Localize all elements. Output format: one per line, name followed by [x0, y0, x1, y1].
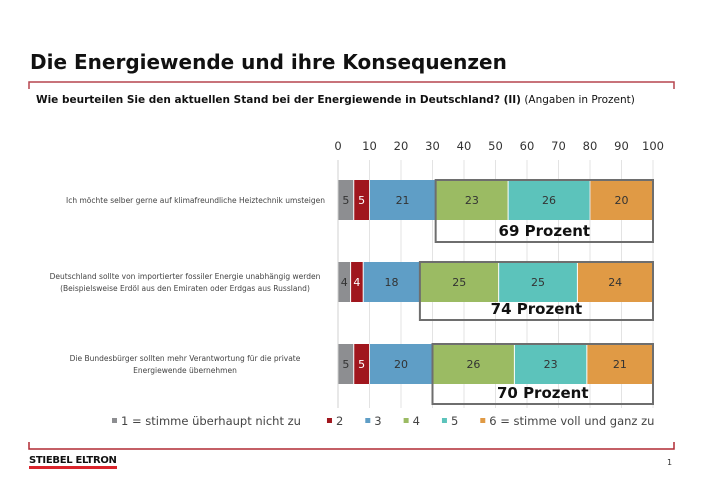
agreement-total-label: 74 Prozent — [491, 300, 583, 318]
chart-subtitle: Wie beurteilen Sie den aktuellen Stand b… — [36, 94, 635, 106]
agreement-total-label: 70 Prozent — [497, 384, 589, 402]
bar-segment-3 — [363, 262, 420, 302]
legend-swatch-5 — [441, 418, 447, 423]
agreement-box — [431, 343, 654, 405]
header-divider — [28, 81, 675, 89]
x-tick-label: 30 — [425, 139, 440, 153]
bar-segment-5 — [499, 262, 577, 302]
data-label: 20 — [394, 358, 408, 371]
category-label: Die Bundesbürger sollten mehr Verantwort… — [70, 354, 301, 363]
data-label: 5 — [342, 194, 349, 207]
bar-segment-1 — [338, 262, 351, 302]
bar-segment-4 — [436, 180, 508, 220]
x-tick-label: 90 — [614, 139, 629, 153]
bar-segment-6 — [590, 180, 653, 220]
bar-segment-6 — [587, 344, 653, 384]
data-label: 5 — [358, 194, 365, 207]
logo: STIEBEL ELTRON — [29, 455, 117, 469]
data-label: 20 — [615, 194, 629, 207]
category-label: Energiewende übernehmen — [133, 366, 237, 375]
data-label: 5 — [342, 358, 349, 371]
category-label: Deutschland sollte von importierter foss… — [50, 272, 321, 281]
legend-swatch-3 — [365, 418, 371, 423]
legend-label: 1 = stimme überhaupt nicht zu — [121, 414, 301, 428]
x-tick-label: 0 — [334, 139, 341, 153]
bar-segment-3 — [370, 180, 436, 220]
bar-segment-5 — [508, 180, 590, 220]
agreement-total-label: 69 Prozent — [499, 222, 591, 240]
bar-segment-5 — [514, 344, 587, 384]
question: Wie beurteilen Sie den aktuellen Stand b… — [36, 94, 521, 106]
data-label: 26 — [542, 194, 556, 207]
data-label: 25 — [531, 276, 545, 289]
bar-segment-1 — [338, 344, 354, 384]
x-tick-label: 20 — [394, 139, 409, 153]
bar-segment-2 — [351, 262, 363, 302]
data-label: 24 — [608, 276, 622, 289]
footer-divider — [28, 442, 675, 450]
x-tick-label: 60 — [520, 139, 535, 153]
legend-swatch-6 — [480, 418, 486, 423]
data-label: 5 — [358, 358, 365, 371]
data-label: 18 — [385, 276, 399, 289]
x-tick-label: 10 — [362, 139, 377, 153]
bar-segment-1 — [338, 180, 354, 220]
bar-segment-6 — [577, 262, 653, 302]
legend-label: 5 — [451, 414, 458, 428]
agreement-box — [418, 261, 654, 321]
data-label: 26 — [466, 358, 480, 371]
bar-segment-4 — [420, 262, 499, 302]
x-tick-label: 100 — [642, 139, 664, 153]
x-tick-label: 50 — [488, 139, 503, 153]
bar-segment-2 — [354, 344, 369, 384]
category-label: Ich möchte selber gerne auf klimafreundl… — [66, 196, 325, 205]
x-tick-label: 40 — [457, 139, 472, 153]
legend-swatch-2 — [326, 418, 332, 423]
legend-swatch-4 — [403, 418, 409, 423]
legend-label: 2 — [336, 414, 343, 428]
data-label: 21 — [613, 358, 627, 371]
legend-label: 3 — [374, 414, 381, 428]
data-label: 25 — [452, 276, 466, 289]
page-number: 1 — [667, 458, 673, 467]
category-label: (Beispielsweise Erdöl aus den Emiraten o… — [60, 284, 310, 293]
bar-segment-3 — [370, 344, 432, 384]
data-label: 23 — [544, 358, 558, 371]
bar-segment-2 — [354, 180, 369, 220]
data-label: 4 — [353, 276, 360, 289]
legend-swatch-1 — [112, 418, 117, 423]
page-title: Die Energiewende und ihre Konsequenzen — [30, 50, 507, 74]
data-label: 4 — [341, 276, 348, 289]
data-label: 21 — [396, 194, 410, 207]
legend-label: 6 = stimme voll und ganz zu — [489, 414, 654, 428]
agreement-box — [434, 179, 654, 243]
legend-label: 4 — [413, 414, 420, 428]
bar-segment-4 — [433, 344, 514, 384]
x-tick-label: 80 — [583, 139, 598, 153]
x-tick-label: 70 — [551, 139, 566, 153]
data-label: 23 — [465, 194, 479, 207]
unit-note: (Angaben in Prozent) — [524, 94, 635, 106]
